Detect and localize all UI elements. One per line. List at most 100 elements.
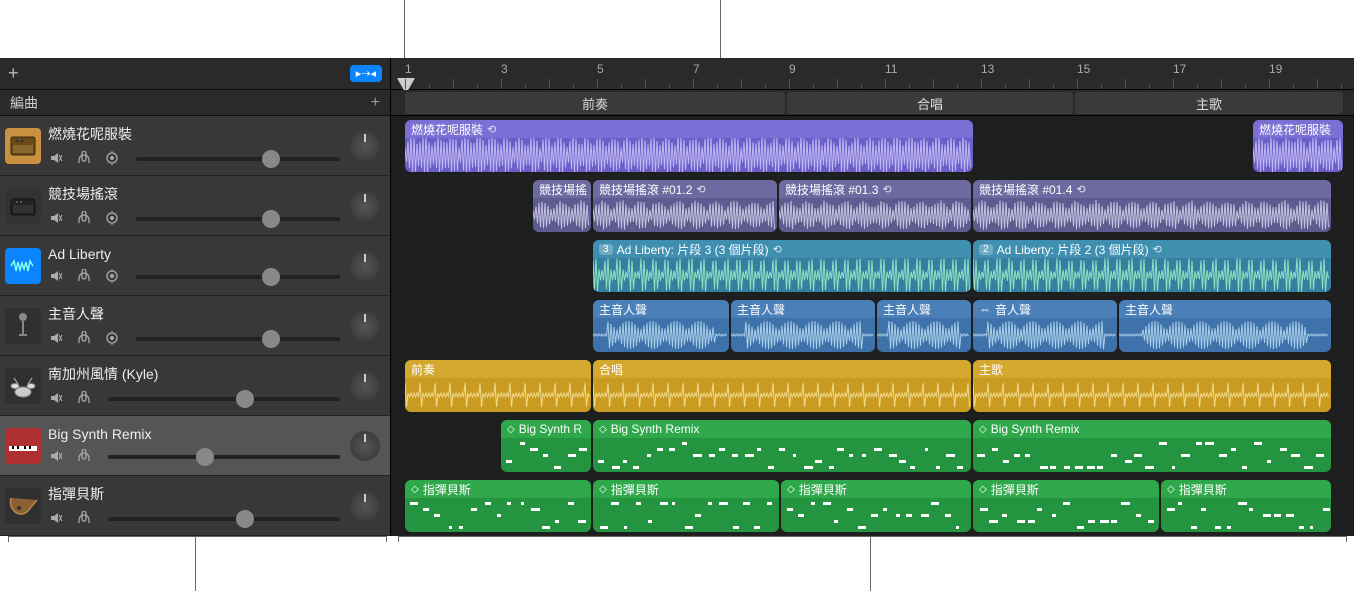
mute-button[interactable] (46, 149, 66, 167)
region[interactable]: 主音人聲 (593, 300, 729, 352)
region[interactable]: ◇Big Synth R (501, 420, 591, 472)
track-icon[interactable] (0, 116, 46, 175)
track-row[interactable]: 指彈貝斯 (0, 476, 390, 536)
region-label: Big Synth R (519, 422, 582, 436)
region[interactable]: ◇指彈貝斯 (781, 480, 971, 532)
input-monitor-button[interactable] (102, 149, 122, 167)
anno-line (398, 536, 399, 542)
input-monitor-button[interactable] (102, 267, 122, 285)
arrangement-marker[interactable]: 主歌 (1075, 92, 1343, 114)
solo-button[interactable] (74, 329, 94, 347)
region[interactable]: 3Ad Liberty: 片段 3 (3 個片段)⟲ (593, 240, 971, 292)
ruler[interactable]: 135791113151719 (391, 58, 1354, 90)
track-row[interactable]: 主音人聲 (0, 296, 390, 356)
region[interactable]: 競技場搖滾 #01.2⟲ (593, 180, 777, 232)
region[interactable]: 主音人聲 (1119, 300, 1331, 352)
region[interactable]: ◇Big Synth Remix (973, 420, 1331, 472)
track-lane[interactable]: 3Ad Liberty: 片段 3 (3 個片段)⟲2Ad Liberty: 片… (391, 236, 1354, 296)
add-arrange-button[interactable]: + (371, 94, 380, 112)
region[interactable]: 競技場搖 (533, 180, 591, 232)
mute-button[interactable] (46, 447, 66, 465)
region[interactable]: 競技場搖滾 #01.3⟲ (779, 180, 971, 232)
anno-span (398, 536, 1346, 537)
track-icon[interactable] (0, 296, 46, 355)
track-lane[interactable]: ◇指彈貝斯◇指彈貝斯◇指彈貝斯◇指彈貝斯◇指彈貝斯 (391, 476, 1354, 536)
mute-button[interactable] (46, 209, 66, 227)
track-lane[interactable]: ◇Big Synth R◇Big Synth Remix◇Big Synth R… (391, 416, 1354, 476)
catch-playhead-button[interactable]: ▸⇢◂ (350, 65, 382, 82)
loop-icon: ⟲ (1076, 183, 1085, 196)
track-row[interactable]: Ad Liberty (0, 236, 390, 296)
region[interactable]: ◇指彈貝斯 (1161, 480, 1331, 532)
arrangement-track[interactable]: 前奏合唱主歌 (391, 90, 1354, 116)
track-row[interactable]: Big Synth Remix (0, 416, 390, 476)
region[interactable]: ◇指彈貝斯 (405, 480, 591, 532)
pan-knob[interactable] (350, 131, 380, 161)
solo-button[interactable] (74, 149, 94, 167)
region[interactable]: 競技場搖滾 #01.4⟲ (973, 180, 1331, 232)
volume-slider[interactable] (136, 266, 340, 286)
loop-icon: ⟲ (882, 183, 891, 196)
anno-line (720, 0, 721, 58)
timeline[interactable]: 135791113151719 前奏合唱主歌 燃燒花呢服裝⟲燃燒花呢服裝競技場搖… (391, 58, 1354, 536)
annotation-bottom (0, 536, 1354, 606)
pan-knob[interactable] (350, 191, 380, 221)
region[interactable]: ◇指彈貝斯 (973, 480, 1159, 532)
solo-button[interactable] (74, 389, 94, 407)
track-lane[interactable]: 主音人聲主音人聲主音人聲⇔音人聲主音人聲 (391, 296, 1354, 356)
solo-button[interactable] (74, 509, 94, 527)
region[interactable]: 主音人聲 (731, 300, 875, 352)
track-lane[interactable]: 競技場搖競技場搖滾 #01.2⟲競技場搖滾 #01.3⟲競技場搖滾 #01.4⟲ (391, 176, 1354, 236)
track-icon[interactable] (0, 236, 46, 295)
arrangement-marker[interactable]: 合唱 (787, 92, 1073, 114)
volume-slider[interactable] (108, 508, 340, 528)
solo-button[interactable] (74, 267, 94, 285)
region[interactable]: ◇指彈貝斯 (593, 480, 779, 532)
track-icon[interactable] (0, 416, 46, 475)
loop-up-icon: ◇ (979, 484, 987, 495)
volume-slider[interactable] (108, 446, 340, 466)
volume-slider[interactable] (136, 148, 340, 168)
region[interactable]: 燃燒花呢服裝 (1253, 120, 1343, 172)
input-monitor-button[interactable] (102, 209, 122, 227)
region[interactable]: 主歌 (973, 360, 1331, 412)
pan-knob[interactable] (350, 491, 380, 521)
track-icon[interactable] (0, 176, 46, 235)
track-row[interactable]: 競技場搖滾 (0, 176, 390, 236)
track-icon[interactable] (0, 356, 46, 415)
region[interactable]: 2Ad Liberty: 片段 2 (3 個片段)⟲ (973, 240, 1331, 292)
add-track-button[interactable]: + (8, 63, 19, 84)
loop-up-icon: ◇ (599, 484, 607, 495)
region[interactable]: 主音人聲 (877, 300, 971, 352)
track-lane[interactable]: 燃燒花呢服裝⟲ 燃燒花呢服裝 (391, 116, 1354, 176)
take-badge: 2 (979, 244, 993, 255)
track-lane[interactable]: 前奏合唱主歌 (391, 356, 1354, 416)
region-label: 主歌 (979, 361, 1003, 378)
input-monitor-button[interactable] (102, 329, 122, 347)
mute-button[interactable] (46, 389, 66, 407)
pan-knob[interactable] (350, 371, 380, 401)
volume-slider[interactable] (136, 208, 340, 228)
arrangement-marker[interactable]: 前奏 (405, 92, 785, 114)
track-icon[interactable] (0, 476, 46, 535)
track-row[interactable]: 南加州風情 (Kyle) (0, 356, 390, 416)
pan-knob[interactable] (350, 251, 380, 281)
pan-knob[interactable] (350, 311, 380, 341)
solo-button[interactable] (74, 209, 94, 227)
volume-slider[interactable] (136, 328, 340, 348)
region[interactable]: ⇔音人聲 (973, 300, 1117, 352)
mute-button[interactable] (46, 509, 66, 527)
volume-slider[interactable] (108, 388, 340, 408)
pan-knob[interactable] (350, 431, 380, 461)
region[interactable]: 燃燒花呢服裝⟲ (405, 120, 973, 172)
track-row[interactable]: 燃燒花呢服裝 (0, 116, 390, 176)
solo-button[interactable] (74, 447, 94, 465)
editor: + ▸⇢◂ 編曲 + 燃燒花呢服裝競技場搖滾Ad Liberty主音人聲南加州風… (0, 58, 1354, 536)
mute-button[interactable] (46, 267, 66, 285)
mute-button[interactable] (46, 329, 66, 347)
region[interactable]: ◇Big Synth Remix (593, 420, 971, 472)
region[interactable]: 前奏 (405, 360, 591, 412)
ruler-marker: 11 (885, 62, 897, 76)
region[interactable]: 合唱 (593, 360, 971, 412)
track-controls: 主音人聲 (46, 296, 346, 355)
